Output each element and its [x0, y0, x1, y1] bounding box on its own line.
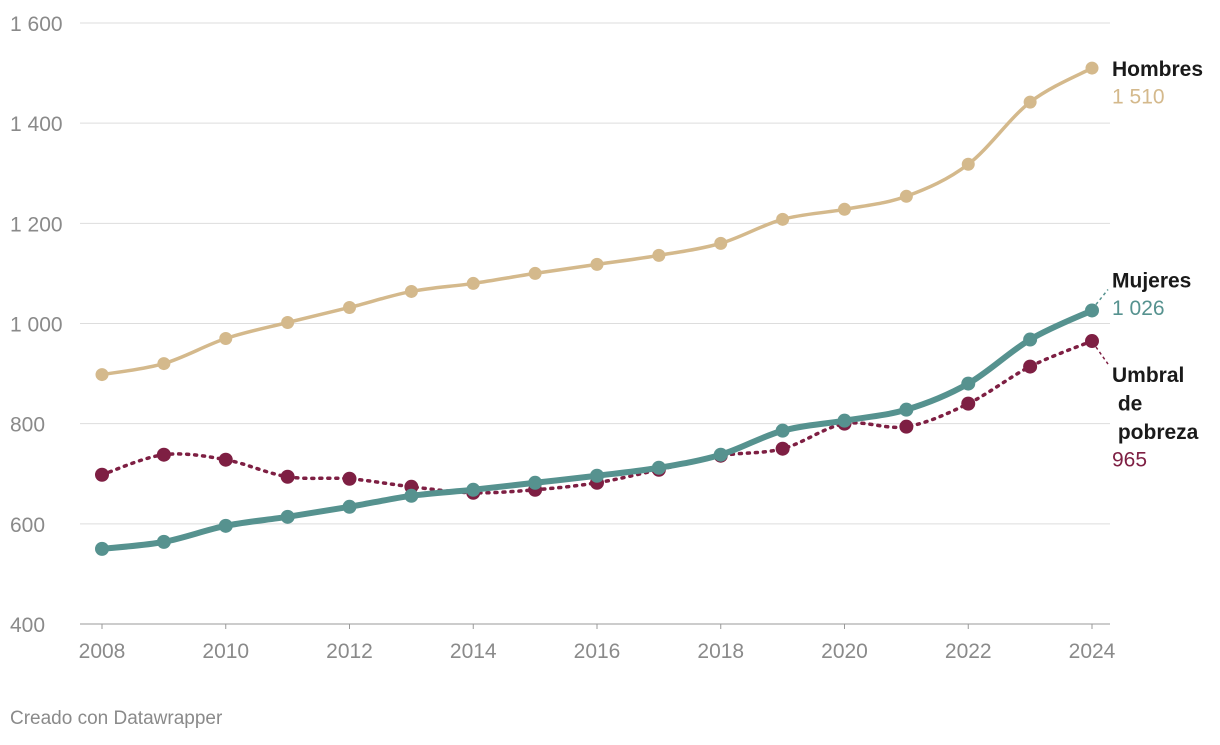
data-point	[219, 332, 233, 346]
x-tick-label: 2008	[79, 640, 126, 663]
x-tick-label: 2024	[1069, 640, 1116, 663]
data-point	[899, 402, 914, 417]
y-tick-label: 1 400	[10, 113, 63, 136]
value-label: 965	[1112, 449, 1147, 472]
label-word: de	[1112, 393, 1142, 416]
data-point	[899, 189, 913, 203]
y-tick-label: 1 600	[10, 13, 63, 36]
data-point	[342, 499, 357, 514]
data-point	[651, 460, 666, 475]
data-point	[466, 276, 480, 290]
data-point	[218, 452, 233, 467]
data-point	[776, 212, 790, 226]
data-point	[280, 469, 295, 484]
x-tick-label: 2016	[574, 640, 621, 663]
data-point	[156, 534, 171, 549]
y-tick-label: 800	[10, 414, 45, 437]
data-point	[404, 488, 419, 503]
series-line	[99, 307, 1095, 552]
data-point	[280, 509, 295, 524]
y-tick-label: 1 000	[10, 314, 63, 337]
label-word: pobreza	[1112, 421, 1199, 444]
data-point	[838, 202, 851, 216]
x-tick-label: 2022	[945, 640, 992, 663]
data-point	[95, 541, 109, 556]
data-point	[218, 518, 233, 533]
data-point	[961, 157, 975, 171]
data-point	[775, 441, 790, 456]
data-point	[961, 376, 976, 391]
series-label: Hombres	[1112, 58, 1203, 81]
data-point	[590, 257, 604, 271]
y-tick-label: 400	[10, 614, 45, 637]
x-tick-label: 2020	[821, 640, 868, 663]
y-tick-label: 1 200	[10, 213, 63, 236]
label-connector	[1095, 346, 1109, 365]
data-point	[466, 482, 481, 497]
data-point	[961, 396, 976, 411]
data-point	[652, 248, 666, 262]
data-point	[713, 447, 728, 462]
data-point	[528, 266, 542, 280]
data-point	[156, 447, 171, 462]
series-line	[100, 66, 1094, 377]
data-point	[528, 475, 543, 490]
value-label: 1 026	[1112, 297, 1165, 320]
value-label: 1 510	[1112, 86, 1165, 109]
data-point	[157, 357, 171, 371]
data-point	[342, 471, 357, 486]
data-point	[343, 300, 356, 314]
x-tick-label: 2010	[202, 640, 249, 663]
label-connector	[1095, 289, 1109, 305]
data-point	[590, 468, 604, 483]
x-tick-label: 2012	[326, 640, 373, 663]
data-point	[404, 284, 418, 298]
series-label: Mujeres	[1112, 269, 1191, 292]
footer: Creado con Datawrapper	[10, 708, 223, 729]
data-point	[1085, 61, 1099, 75]
x-tick-label: 2018	[697, 640, 744, 663]
data-point	[899, 419, 914, 434]
series-label: Umbral de pobreza	[1112, 364, 1199, 444]
data-point	[714, 236, 728, 250]
data-point	[775, 423, 790, 438]
data-point	[281, 315, 295, 329]
y-tick-label: 600	[10, 514, 45, 537]
data-point	[1085, 303, 1099, 318]
data-point	[837, 413, 852, 428]
data-point	[95, 368, 109, 382]
data-point	[1023, 359, 1038, 374]
x-tick-label: 2014	[450, 640, 497, 663]
data-point	[1085, 334, 1099, 349]
label-word: Umbral	[1112, 364, 1184, 387]
data-point	[1023, 95, 1037, 109]
data-point	[1023, 332, 1038, 347]
data-point	[95, 467, 109, 482]
